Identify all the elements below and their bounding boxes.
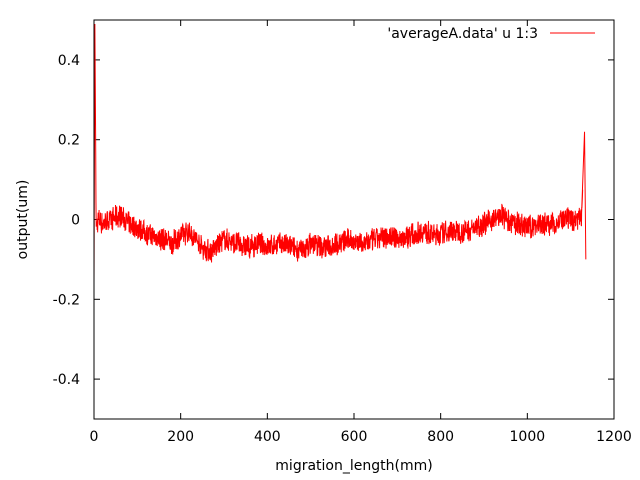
x-axis-ticks: 0 200 400 600 800 1000 1200 — [90, 20, 632, 445]
x-tick-label: 0 — [90, 429, 99, 445]
x-tick-label: 600 — [341, 429, 368, 445]
y-tick-label: 0.4 — [58, 53, 80, 69]
x-tick-label: 400 — [254, 429, 281, 445]
y-tick-label: -0.4 — [53, 372, 80, 388]
y-tick-label: 0 — [71, 213, 80, 229]
series-line — [93, 23, 587, 284]
x-tick-label: 200 — [167, 429, 194, 445]
series-layer — [93, 23, 587, 284]
x-axis-label: migration_length(mm) — [275, 458, 432, 474]
y-axis-label: output(um) — [15, 180, 31, 260]
y-axis-ticks: -0.4 -0.2 0 0.2 0.4 — [53, 53, 614, 388]
legend: 'averageA.data' u 1:3 — [387, 26, 595, 42]
x-tick-label: 1200 — [596, 429, 632, 445]
x-tick-label: 800 — [427, 429, 454, 445]
y-tick-label: -0.2 — [53, 292, 80, 308]
legend-label: 'averageA.data' u 1:3 — [387, 26, 538, 42]
x-tick-label: 1000 — [510, 429, 546, 445]
plot-frame — [93, 19, 615, 420]
y-tick-label: 0.2 — [58, 133, 80, 149]
